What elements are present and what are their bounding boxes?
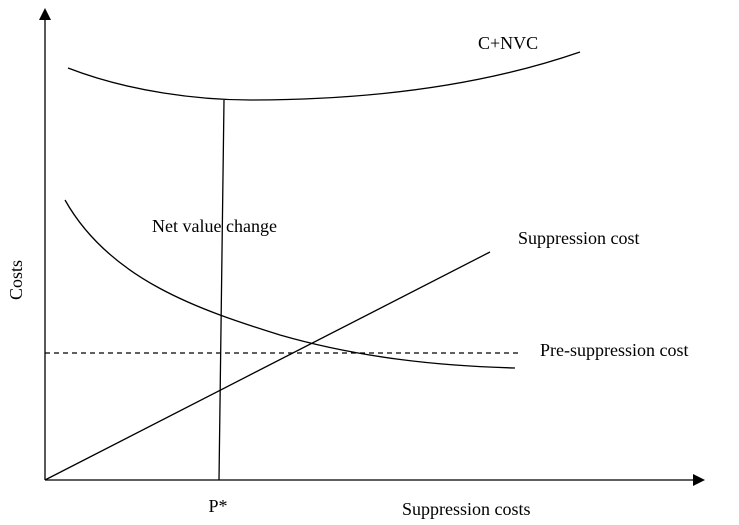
suppression-line xyxy=(44,251,491,481)
net-value-curve xyxy=(64,199,516,369)
optimum-label: P* xyxy=(208,496,227,516)
pre-suppression-label: Pre-suppression cost xyxy=(540,340,688,360)
suppression-label: Suppression cost xyxy=(518,228,640,248)
total-curve xyxy=(67,51,581,101)
net-value-label: Net value change xyxy=(152,216,277,236)
total-label: C+NVC xyxy=(478,33,538,53)
optimum-line xyxy=(218,99,225,481)
y-axis-label: Costs xyxy=(6,260,26,300)
x-axis-label: Suppression costs xyxy=(402,499,531,519)
